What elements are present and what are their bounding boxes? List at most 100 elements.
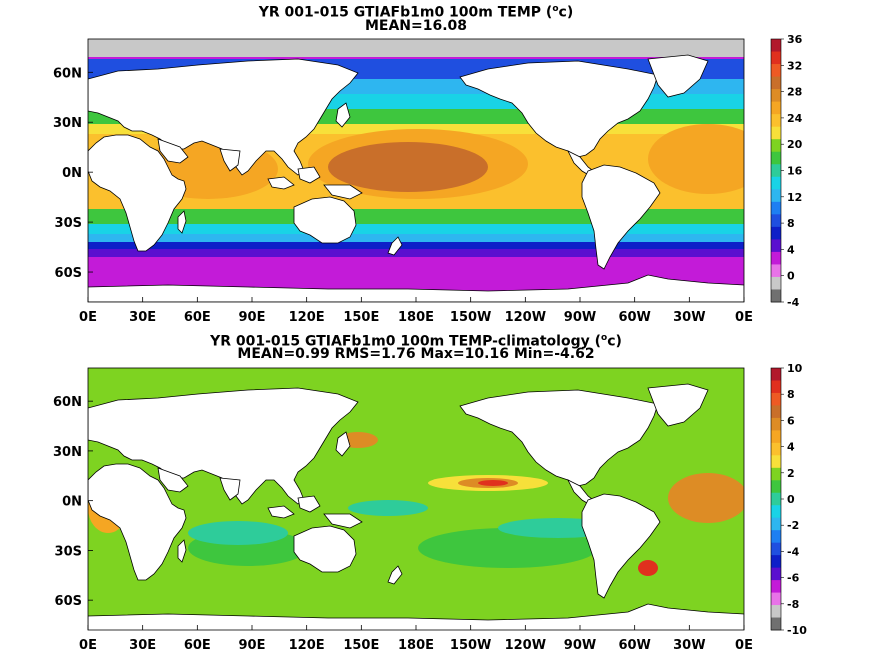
bottom-lon-label: 120W [505,638,546,653]
top-colorbar-segment [771,51,781,65]
top-colorbar-segment [771,214,781,228]
bottom-lon-label: 0E [79,638,97,653]
bottom-colorbar-segment [771,368,781,381]
bottom-lat-label: 30N [53,445,82,460]
top-lon-label: 90W [564,310,596,325]
top-lon-label: 120E [289,310,325,325]
bottom-colorbar-segment [771,517,781,531]
top-panel-mean: MEAN=16.08 [364,18,468,34]
top-colorbar-label: 0 [787,270,795,283]
top-lat-label: 30N [53,116,82,131]
top-colorbar-label: 8 [787,217,795,230]
bottom-lat-label: 0N [62,495,82,510]
bottom-colorbar-segment [771,442,781,456]
top-lon-label: 120W [505,310,546,325]
top-colorbar-segment [771,126,781,140]
bottom-colorbar-segment [771,430,781,444]
bottom-anomaly-map [88,368,744,630]
top-colorbar-segment [771,39,781,53]
bottom-colorbar-segment [771,417,781,431]
top-colorbar-segment [771,289,781,303]
top-lon-label: 30E [129,310,156,325]
top-lat-label: 60S [55,266,82,281]
bottom-colorbar-segment [771,567,781,581]
bottom-colorbar-label: 0 [787,493,795,506]
bottom-colorbar-segment [771,492,781,506]
top-colorbar-label: 32 [787,59,802,72]
top-lat-label: 60N [53,66,82,81]
top-colorbar-label: -4 [787,296,800,309]
bottom-colorbar-label: 4 [787,441,795,454]
bottom-panel-stats: MEAN=0.99 RMS=1.76 Max=10.16 Min=-4.62 [237,346,595,362]
top-colorbar-segment [771,76,781,90]
top-lon-label: 60W [618,310,650,325]
bottom-colorbar-segment [771,380,781,394]
top-colorbar-segment [771,251,781,265]
top-lon-label: 180E [398,310,434,325]
bottom-colorbar-label: 2 [787,467,795,480]
bottom-colorbar-segment [771,455,781,469]
bottom-colorbar-segment [771,542,781,556]
bottom-panel-title: YR 001-015 GTIAFb1m0 100m TEMP-climatolo… [210,333,622,350]
top-colorbar-segment [771,189,781,203]
top-colorbar-label: 12 [787,191,802,204]
top-colorbar-segment [771,151,781,165]
bottom-lat-label: 60S [55,594,82,609]
bottom-lon-label: 0E [735,638,753,653]
top-panel-title: YR 001-015 GTIAFb1m0 100m TEMP (oc) [258,4,574,21]
bottom-colorbar-segment [771,405,781,419]
bottom-colorbar-segment [771,555,781,569]
top-colorbar-segment [771,139,781,153]
bottom-colorbar-segment [771,505,781,519]
bottom-lon-label: 60E [184,638,211,653]
top-colorbar-segment [771,239,781,253]
bottom-lat-label: 60N [53,395,82,410]
top-temperature-map [88,39,744,302]
top-colorbar-segment [771,114,781,128]
top-colorbar-label: 28 [787,86,802,99]
bottom-lon-label: 150E [343,638,379,653]
top-colorbar-label: 4 [787,243,795,256]
top-colorbar-segment [771,176,781,190]
bottom-colorbar-segment [771,617,781,631]
bottom-colorbar-label: -4 [787,545,800,558]
top-colorbar-segment [771,101,781,115]
top-colorbar-label: 20 [787,138,803,151]
bottom-colorbar-segment [771,467,781,481]
top-colorbar-segment [771,264,781,278]
top-colorbar-label: 24 [787,112,803,125]
bottom-lon-label: 180E [398,638,434,653]
top-colorbar-label: 36 [787,33,803,46]
bottom-colorbar-segment [771,592,781,606]
bottom-lat-label: 30S [55,544,82,559]
top-lat-label: 0N [62,166,82,181]
top-lon-label: 60E [184,310,211,325]
top-colorbar-segment [771,276,781,290]
bottom-colorbar-segment [771,580,781,594]
bottom-colorbar-label: 6 [787,414,795,427]
bottom-lon-label: 90W [564,638,596,653]
bottom-colorbar-segment [771,530,781,544]
top-lon-label: 90E [239,310,266,325]
bottom-colorbar-segment [771,392,781,406]
bottom-colorbar-segment [771,480,781,494]
top-lon-label: 0E [79,310,97,325]
top-colorbar-segment [771,201,781,215]
top-lon-label: 150E [343,310,379,325]
bottom-lon-label: 30E [129,638,156,653]
top-colorbar-label: 16 [787,165,803,178]
bottom-colorbar-segment [771,605,781,619]
bottom-lon-label: 30W [673,638,705,653]
bottom-colorbar-label: -10 [787,624,807,637]
bottom-lon-label: 60W [618,638,650,653]
top-colorbar-segment [771,89,781,103]
bottom-lon-label: 90E [239,638,266,653]
bottom-colorbar-label: -2 [787,519,799,532]
bottom-colorbar-label: -6 [787,572,800,585]
top-colorbar-segment [771,164,781,178]
top-lon-label: 0E [735,310,753,325]
bottom-lon-label: 120E [289,638,325,653]
top-colorbar-segment [771,64,781,78]
top-lat-label: 30S [55,216,82,231]
